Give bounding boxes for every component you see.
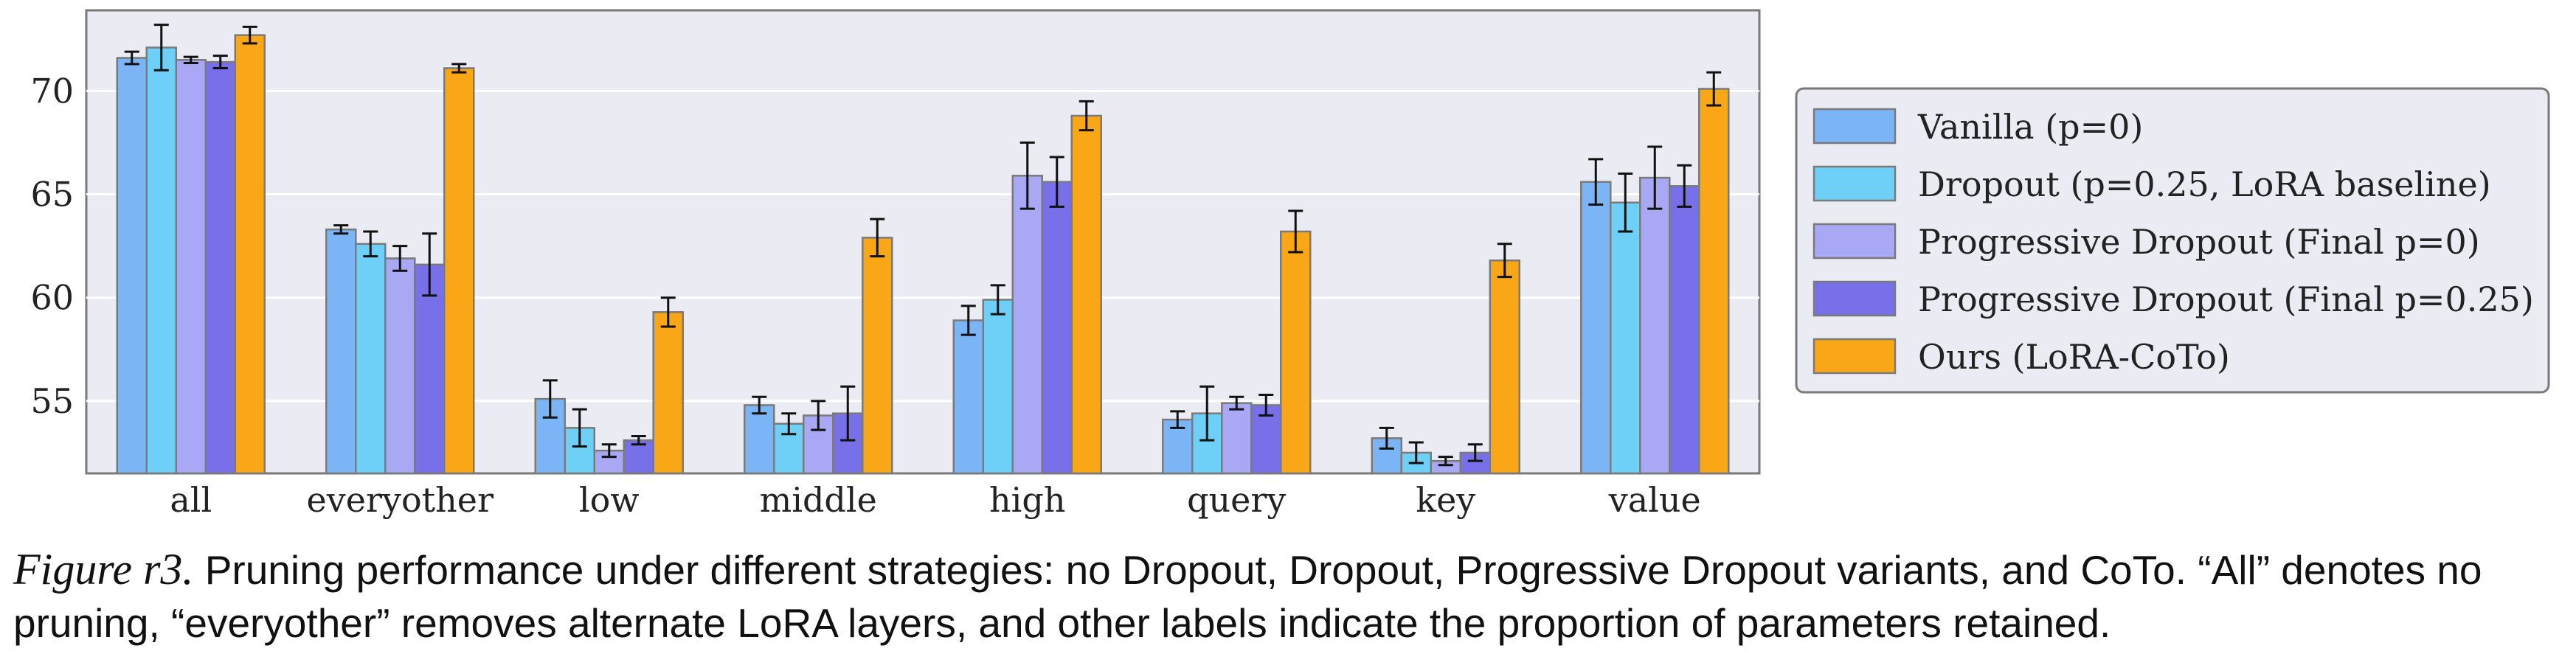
x-tick-label: all (170, 480, 212, 520)
bar (1580, 181, 1612, 475)
legend-swatch (1812, 165, 1897, 202)
x-tick-label: low (579, 480, 640, 520)
bar (1011, 175, 1043, 475)
figure-caption: Figure r3. Pruning performance under dif… (13, 543, 2566, 650)
bar (116, 57, 148, 475)
bar (1280, 230, 1312, 475)
bar (145, 46, 177, 475)
chart: 55 60 65 70 all everyother low middle high query… (30, 9, 2550, 520)
legend-box (1795, 87, 2550, 394)
bar (414, 263, 446, 475)
bar (1639, 176, 1671, 475)
legend-swatch (1812, 223, 1897, 260)
bar (175, 59, 207, 475)
x-tick-label: query (1187, 480, 1286, 520)
bar (982, 299, 1014, 475)
bar (234, 34, 266, 475)
bar (325, 228, 357, 475)
y-tick-label: 55 (30, 381, 74, 421)
bar (355, 243, 387, 475)
bar (1669, 185, 1700, 475)
bar (1041, 181, 1073, 475)
y-tick-label: 65 (30, 175, 74, 215)
bar (443, 67, 475, 475)
legend-swatch (1812, 280, 1897, 317)
y-tick-label: 70 (30, 71, 74, 111)
bar (952, 319, 984, 475)
legend-label: Vanilla (p=0) (1917, 107, 2143, 147)
x-tick-label: middle (760, 480, 877, 520)
legend-label: Progressive Dropout (Final p=0) (1918, 222, 2480, 262)
legend-label: Ours (LoRA-CoTo) (1918, 337, 2230, 377)
bar (1610, 201, 1641, 475)
bar (652, 311, 684, 475)
caption-text: Pruning performance under different stra… (13, 547, 2482, 646)
bar (1489, 259, 1520, 475)
bar (744, 404, 775, 475)
legend-label: Progressive Dropout (Final p=0.25) (1918, 279, 2534, 319)
x-tick-label: high (989, 480, 1065, 520)
legend-label: Dropout (p=0.25, LoRA baseline) (1918, 164, 2491, 204)
bar (384, 257, 416, 475)
bar (862, 237, 893, 475)
x-tick-label: key (1416, 480, 1475, 520)
bar (1698, 88, 1730, 475)
bar (1221, 402, 1253, 475)
x-tick-label: everyother (307, 480, 494, 520)
bar (1070, 114, 1102, 475)
y-tick-label: 60 (30, 278, 74, 318)
legend-swatch (1812, 338, 1897, 375)
legend-swatch (1812, 108, 1897, 145)
x-tick-label: value (1608, 480, 1701, 520)
bar (204, 60, 236, 475)
caption-label: Figure r3. (13, 545, 194, 594)
